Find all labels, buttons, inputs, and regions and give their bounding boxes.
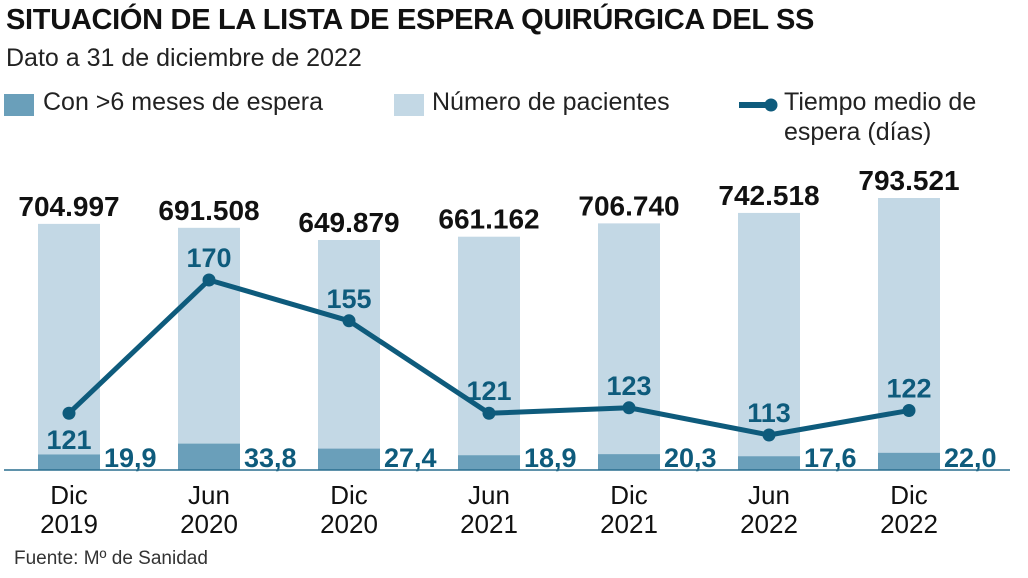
- bar-long-wait: [318, 448, 380, 470]
- point-wait-time: [902, 404, 916, 418]
- label-wait-time: 123: [606, 371, 651, 401]
- legend-line-marker-icon: [739, 98, 778, 112]
- label-wait-time: 155: [326, 284, 371, 314]
- point-wait-time: [202, 273, 216, 287]
- bar-patients: [598, 223, 660, 470]
- label-patients: 704.997: [18, 191, 119, 222]
- label-long-wait: 17,6: [804, 443, 857, 473]
- chart-title: SITUACIÓN DE LA LISTA DE ESPERA QUIRÚRGI…: [6, 4, 815, 36]
- bar-long-wait: [38, 454, 100, 470]
- label-wait-time: 121: [46, 425, 91, 455]
- x-tick-label-year: 2021: [460, 509, 518, 539]
- label-long-wait: 33,8: [244, 443, 297, 473]
- label-patients: 793.521: [858, 165, 959, 196]
- point-wait-time: [622, 401, 636, 415]
- legend-swatch-patients: [394, 94, 424, 116]
- bar-patients: [318, 240, 380, 470]
- legend-label-long-wait: Con >6 meses de espera: [43, 88, 324, 116]
- label-long-wait: 27,4: [384, 443, 437, 473]
- legend-swatch-long-wait: [4, 94, 34, 116]
- bar-patients: [738, 212, 800, 470]
- label-long-wait: 20,3: [664, 443, 717, 473]
- point-wait-time: [342, 314, 356, 328]
- label-patients: 649.879: [298, 207, 399, 238]
- label-patients: 706.740: [578, 190, 679, 221]
- x-tick-label-year: 2019: [40, 509, 98, 539]
- bar-long-wait: [598, 454, 660, 470]
- x-tick-label-year: 2020: [320, 509, 378, 539]
- label-long-wait: 18,9: [524, 443, 577, 473]
- bar-patients: [178, 227, 240, 470]
- label-wait-time: 170: [186, 243, 231, 273]
- chart-subtitle: Dato a 31 de diciembre de 2022: [6, 44, 362, 72]
- label-wait-time: 113: [747, 398, 791, 428]
- x-tick-label-year: 2022: [740, 509, 798, 539]
- x-tick-label-month: Jun: [748, 480, 790, 510]
- x-tick-label-month: Dic: [610, 480, 648, 510]
- bar-patients: [38, 223, 100, 470]
- x-tick-label-month: Jun: [468, 480, 510, 510]
- label-long-wait: 19,9: [104, 443, 157, 473]
- legend-label-wait-time-1: Tiempo medio de: [784, 88, 977, 116]
- point-wait-time: [62, 406, 76, 420]
- bar-long-wait: [178, 443, 240, 470]
- bar-long-wait: [878, 452, 940, 470]
- bar-long-wait: [738, 456, 800, 470]
- label-patients: 691.508: [158, 195, 259, 226]
- label-wait-time: 122: [886, 374, 931, 404]
- x-tick-label-month: Jun: [188, 480, 230, 510]
- x-tick-label-year: 2020: [180, 509, 238, 539]
- x-tick-label-month: Dic: [890, 480, 928, 510]
- x-tick-label-year: 2022: [880, 509, 938, 539]
- bar-patients: [878, 198, 940, 470]
- x-tick-label-year: 2021: [600, 509, 658, 539]
- bar-patients: [458, 236, 520, 470]
- legend-label-patients: Número de pacientes: [432, 88, 670, 116]
- x-tick-label-month: Dic: [50, 480, 88, 510]
- label-wait-time: 121: [466, 376, 511, 406]
- point-wait-time: [762, 428, 776, 442]
- x-tick-label-month: Dic: [330, 480, 368, 510]
- label-patients: 742.518: [718, 180, 819, 211]
- source-note: Fuente: Mº de Sanidad: [14, 548, 208, 569]
- point-wait-time: [482, 406, 496, 420]
- legend-label-wait-time-2: espera (días): [784, 118, 932, 146]
- label-patients: 661.162: [438, 204, 539, 235]
- bar-long-wait: [458, 455, 520, 470]
- label-long-wait: 22,0: [944, 443, 997, 473]
